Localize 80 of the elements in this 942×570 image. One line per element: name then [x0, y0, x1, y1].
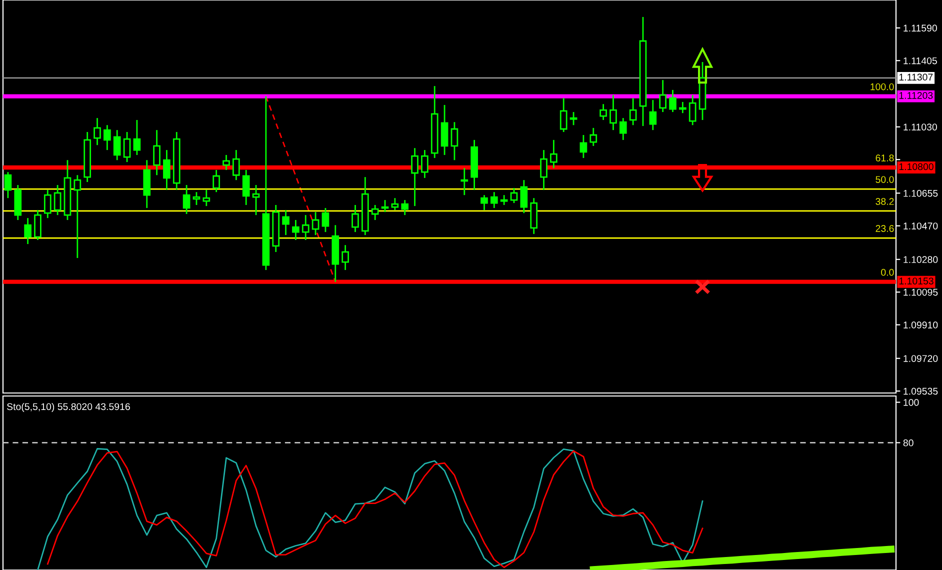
candlestick [450, 121, 458, 161]
candlestick [232, 149, 240, 181]
y-tick-label: 1.10095 [904, 288, 938, 296]
candlestick [133, 119, 141, 156]
candlestick [74, 174, 82, 259]
candlestick [610, 94, 617, 131]
candlestick [104, 124, 111, 151]
annotation: 0.0 [881, 268, 894, 276]
candlestick [490, 191, 498, 209]
candlestick [94, 117, 101, 146]
candlestick [411, 147, 418, 207]
candlestick [480, 194, 488, 211]
annotation: 50.0 [876, 176, 894, 183]
candlestick [113, 129, 121, 161]
candlestick [123, 131, 131, 163]
candlestick [669, 89, 676, 113]
y-tick-label: 1.11030 [904, 124, 937, 130]
candlestick [580, 134, 588, 159]
candlestick [460, 167, 468, 196]
candlestick [629, 97, 637, 126]
candlestick [679, 101, 686, 114]
candlestick [619, 117, 627, 141]
candlestick [381, 199, 389, 213]
candlestick [163, 149, 170, 191]
candlestick [182, 184, 190, 215]
candlestick [312, 211, 320, 236]
candlestick [302, 214, 310, 241]
y-tick-label: 1.09535 [904, 388, 938, 395]
candlestick [371, 204, 379, 221]
candlestick [391, 197, 399, 211]
candlestick [192, 191, 200, 206]
candlestick [282, 209, 290, 236]
candlestick [649, 99, 657, 131]
candlestick [520, 179, 528, 214]
candlestick [322, 207, 330, 233]
y-tick-label: 1.09720 [904, 355, 938, 362]
y-tick-label: 1.11590 [904, 24, 937, 32]
candlestick [54, 184, 62, 216]
candlestick [421, 149, 428, 179]
candlestick [570, 111, 578, 126]
candlestick [24, 217, 32, 245]
ref-line-label: 1.11307 [899, 74, 933, 81]
candlestick [540, 149, 548, 191]
ref-line-label: 1.10800 [899, 163, 934, 170]
candlestick [560, 97, 568, 133]
candlestick [401, 199, 409, 216]
candlestick [292, 219, 300, 241]
candlestick [550, 139, 558, 169]
ref-line-label: 1.10153 [899, 278, 934, 284]
candlestick [342, 244, 349, 271]
y-tick-label: 80 [903, 439, 914, 446]
candlestick [600, 103, 607, 121]
candlestick [252, 184, 260, 216]
candlestick [222, 154, 230, 171]
candlestick [659, 79, 666, 113]
y-tick-label: 1.10655 [904, 190, 938, 197]
annotation: 100.0 [870, 83, 894, 90]
annotation: 23.6 [876, 225, 894, 232]
candlestick [44, 189, 52, 219]
annotation: 38.2 [876, 198, 894, 205]
y-tick-label: 1.11405 [904, 57, 937, 64]
candlestick [4, 171, 12, 199]
y-tick-label: 100 [904, 399, 919, 406]
candlestick [34, 209, 42, 241]
y-tick-label: 1.09910 [904, 322, 938, 328]
y-tick-label: 1.10280 [904, 256, 938, 264]
candlestick [688, 94, 696, 126]
y-tick-label: 1.10470 [904, 222, 938, 230]
candlestick [242, 169, 250, 206]
annotation: 61.8 [876, 154, 894, 162]
candlestick [212, 169, 220, 193]
candlestick [202, 189, 210, 207]
candlestick [500, 194, 508, 206]
candlestick [590, 127, 598, 147]
ref-line-label: 1.11203 [899, 92, 933, 99]
candlestick [440, 104, 448, 156]
candlestick [510, 187, 518, 204]
text: Sto(5,5,10) 55.8020 43.5916 [7, 402, 130, 412]
candlestick [153, 129, 160, 176]
candlestick [352, 204, 359, 233]
